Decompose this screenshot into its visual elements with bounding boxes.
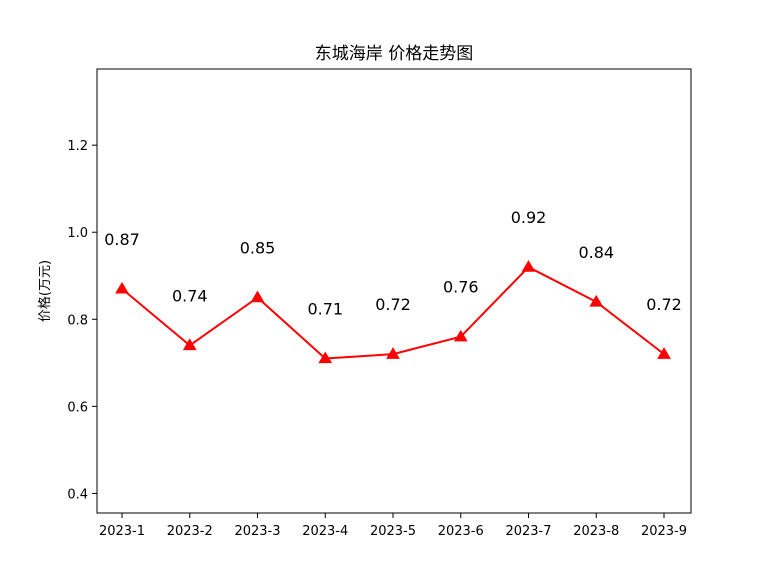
series-layer — [115, 260, 671, 364]
data-point-marker — [250, 290, 265, 303]
x-tick-label: 2023-7 — [505, 524, 551, 539]
x-tick-label: 2023-6 — [438, 524, 484, 539]
data-point-marker — [182, 338, 197, 351]
y-tick-label: 1.2 — [67, 139, 88, 154]
y-tick-label: 0.8 — [67, 313, 88, 328]
data-point-marker — [453, 329, 468, 342]
x-tick-label: 2023-3 — [234, 524, 280, 539]
data-point-marker — [386, 347, 400, 359]
data-label: 0.72 — [375, 295, 411, 314]
y-axis-label: 价格(万元) — [37, 260, 53, 322]
x-tick-label: 2023-4 — [302, 524, 348, 539]
data-label: 0.72 — [646, 295, 682, 314]
x-tick-label: 2023-1 — [99, 524, 145, 539]
data-label: 0.87 — [104, 230, 140, 249]
data-point-marker — [318, 351, 333, 364]
y-tick-label: 0.4 — [67, 487, 88, 502]
x-axis-ticks: 2023-1 2023-2 2023-3 2023-4 2023-5 2023-6 2023… — [99, 513, 687, 539]
y-tick-label: 0.6 — [67, 400, 88, 415]
data-label: 0.74 — [172, 286, 208, 305]
data-point-marker — [115, 281, 129, 294]
y-tick-label: 1.0 — [67, 226, 88, 241]
chart-title: 东城海岸 价格走势图 — [315, 44, 473, 64]
data-label: 0.85 — [240, 239, 276, 258]
data-point-marker — [589, 294, 604, 307]
x-tick-label: 2023-2 — [167, 524, 213, 539]
data-point-marker — [657, 347, 671, 359]
data-label: 0.71 — [307, 299, 343, 318]
data-label: 0.92 — [511, 208, 547, 227]
data-labels-layer: 0.87 0.74 0.85 0.71 0.72 0.76 0.92 0.84 0.72 — [104, 208, 682, 318]
data-label: 0.84 — [578, 243, 614, 262]
x-tick-label: 2023-8 — [573, 524, 619, 539]
data-point-marker — [521, 260, 536, 272]
plot-frame — [96, 68, 692, 514]
x-tick-label: 2023-9 — [641, 524, 687, 539]
data-label: 0.76 — [443, 278, 479, 297]
x-tick-label: 2023-5 — [370, 524, 416, 539]
y-axis-ticks: 0.4 0.6 0.8 1.0 1.2 — [67, 139, 97, 502]
